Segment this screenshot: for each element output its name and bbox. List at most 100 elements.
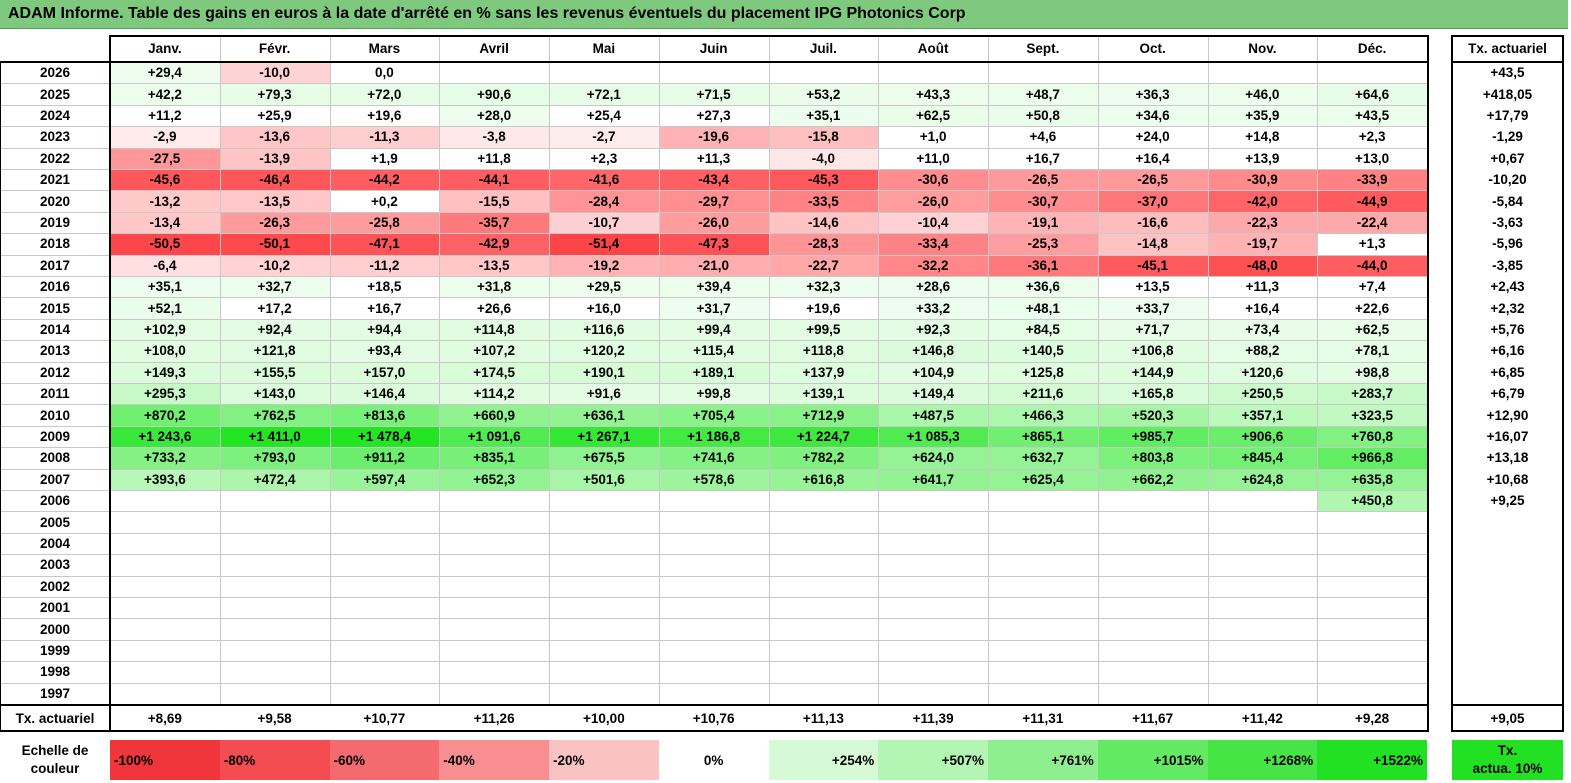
gain-cell [439,532,549,555]
year-label: 1999 [39,642,71,658]
gain-cell: +99,8 [658,383,769,405]
gain-cell [878,639,988,662]
gain-cell: -15,8 [768,126,879,148]
year-label: 2013 [39,343,71,359]
gain-cell: +741,6 [658,447,769,469]
gain-cell [658,62,769,84]
row-separator [0,447,1427,448]
gain-cell: +78,1 [1317,340,1427,362]
gain-cell [658,682,769,704]
gain-cell: -19,6 [658,126,769,148]
gain-cell: +19,6 [768,297,879,319]
row-separator [0,426,1427,427]
month-header: Juin [699,41,728,56]
gain-cell: +116,6 [549,318,659,341]
year-label: 2002 [39,578,71,594]
gain-cell [1097,661,1208,683]
gain-cell: -46,4 [219,169,330,191]
gain-cell: -13,5 [439,254,549,276]
gain-cell: +1 186,8 [658,425,769,448]
gain-cell [549,62,659,84]
gain-cell: +35,1 [110,276,220,298]
month-header: Nov. [1248,41,1277,56]
table-border [1427,35,1429,730]
gain-cell: +149,4 [878,383,988,405]
gain-cell: -22,3 [1207,211,1318,234]
table-border [110,35,1427,37]
row-separator [0,212,1427,213]
gain-cell: +11,2 [110,104,220,127]
gain-cell: -11,2 [329,254,440,276]
gain-cell: +624,0 [878,447,988,469]
row-separator [0,276,1427,277]
page-title: ADAM Informe. Table des gains en euros à… [8,5,966,22]
gain-cell [549,618,659,640]
gain-cell [439,554,549,576]
col-separator [1098,35,1099,704]
year-label: 2024 [39,107,71,123]
gain-cell: -37,0 [1097,190,1208,212]
gain-cell: -30,9 [1207,169,1318,191]
gain-cell [768,532,879,555]
gain-cell [110,597,220,619]
row-separator [0,640,1427,641]
month-header: Oct. [1139,41,1166,56]
rate-border [1451,35,1453,732]
gain-cell: +13,5 [1097,276,1208,298]
gain-cell [110,511,220,533]
gain-cell: -44,1 [439,169,549,191]
gain-cell: +50,8 [988,104,1098,127]
gain-cell [658,575,769,597]
row-separator [0,148,1427,149]
row-separator [0,297,1427,298]
gain-cell: +73,4 [1207,318,1318,341]
gain-cell [878,682,988,704]
rate-cell: -1,29 [1492,129,1523,145]
gain-cell: -26,3 [219,211,330,234]
gain-cell [110,490,220,512]
row-separator [0,576,1427,577]
gain-cell: +472,4 [219,468,330,490]
gain-cell [1317,532,1427,555]
gain-cell: +733,2 [110,447,220,469]
gain-cell: -43,4 [658,169,769,191]
row-separator [0,105,1427,106]
footer-rate-cell: +9,58 [257,711,292,726]
row-separator [0,255,1427,256]
gain-cell [1097,597,1208,619]
gain-cell [768,639,879,662]
year-label: 1997 [39,685,71,701]
gain-cell: +393,6 [110,468,220,490]
gain-cell: -27,5 [110,147,220,169]
gain-cell: -19,7 [1207,233,1318,255]
row-separator [0,169,1427,170]
gain-cell: -45,3 [768,169,879,191]
gain-cell: +793,0 [219,447,330,469]
rate-cell: -3,85 [1492,257,1523,273]
gain-cell: -3,8 [439,126,549,148]
gain-cell: +189,1 [658,361,769,383]
gain-cell: +660,9 [439,404,549,426]
gain-cell [768,575,879,597]
month-header: Janv. [148,41,182,56]
gain-cell [658,618,769,640]
gain-cell: -47,1 [329,233,440,255]
gain-cell: 0,0 [329,62,440,84]
gain-cell: +115,4 [658,340,769,362]
gain-cell [219,682,330,704]
year-label: 2014 [39,321,71,337]
gain-cell: -44,2 [329,169,440,191]
year-label: 2026 [39,65,71,81]
year-label: 2003 [39,557,71,573]
gain-cell: +760,8 [1317,425,1427,448]
row-separator [0,661,1427,662]
gain-cell [658,532,769,555]
gain-cell: +144,9 [1097,361,1208,383]
gain-cell: +466,3 [988,404,1098,426]
gain-cell: +4,6 [988,126,1098,148]
rate-cell: -3,63 [1492,214,1523,230]
gain-cell [768,661,879,683]
gain-cell: -25,8 [329,211,440,234]
gain-cell [549,532,659,555]
rate-cell: +6,79 [1490,386,1525,402]
